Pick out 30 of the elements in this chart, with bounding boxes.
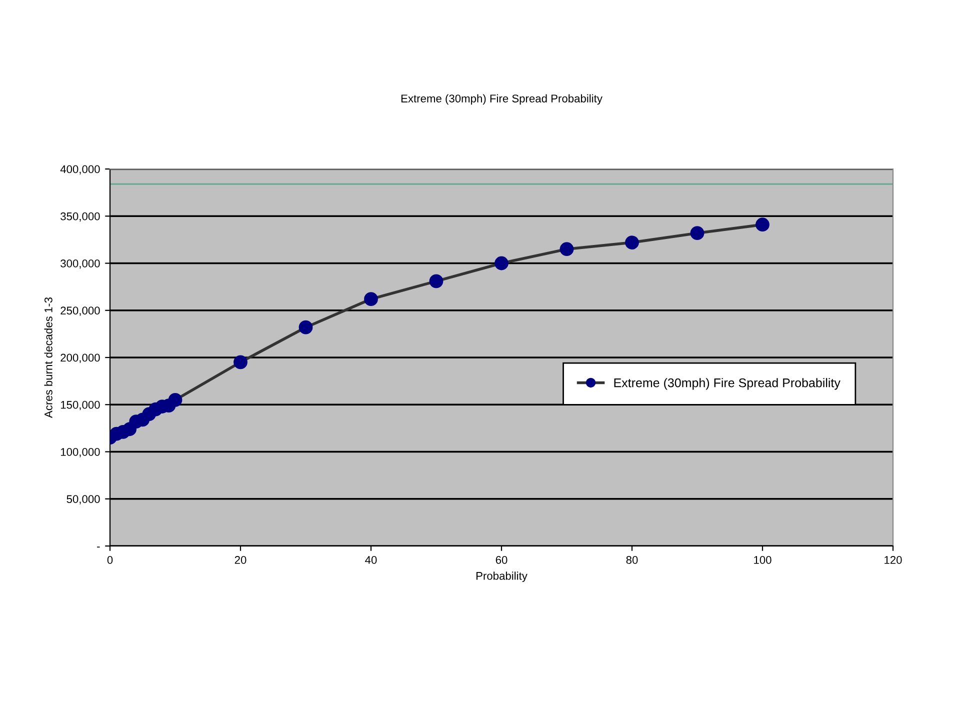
y-tick-label: 100,000 [60,448,100,458]
y-tick-label: 50,000 [66,495,100,504]
y-tick-label: 400,000 [60,165,100,174]
y-tick-label: 200,000 [60,354,100,363]
y-tick-label: 150,000 [60,400,100,410]
point [234,355,248,370]
y-axis-title: Acres burnt decades 1-3 [44,297,52,418]
y-tick-label: 250,000 [60,306,100,316]
point [298,320,313,334]
point [429,274,444,288]
x-tick-label: 100 [754,556,772,564]
point [756,218,770,232]
x-tick-label: 120 [884,556,902,564]
point [364,292,378,306]
y-tick-label: - [97,546,100,548]
x-tick-label: 80 [626,556,638,564]
x-axis-title: Probability [476,572,528,582]
x-tick-label: 40 [365,556,377,564]
chart-title: Extreme (30mph) Fire Spread Probability [401,94,602,105]
y-tick-label: 350,000 [60,212,100,222]
point [560,242,574,256]
point [168,392,182,407]
point [494,256,508,270]
x-tick-label: 0 [107,556,113,564]
point [625,236,639,250]
legend-label: Extreme (30mph) Fire Spread Probability [614,378,840,390]
point [690,226,704,240]
x-tick-label: 20 [234,556,246,564]
y-tick-label: 300,000 [60,260,100,269]
x-tick-label: 60 [496,556,508,564]
